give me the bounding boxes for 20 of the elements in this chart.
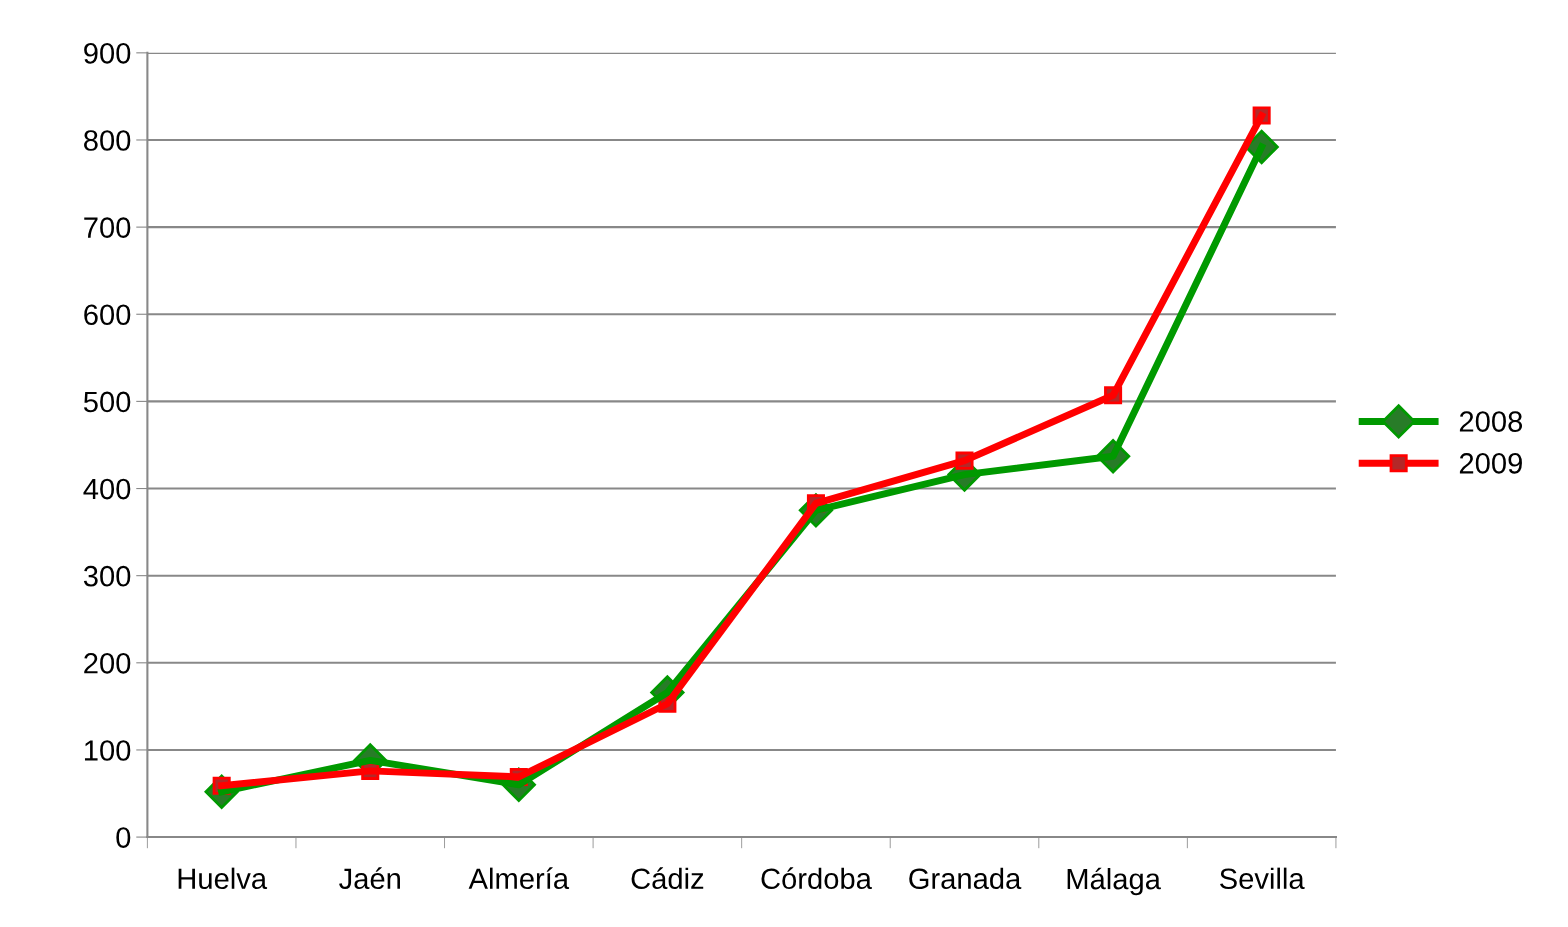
y-tick-label: 800 [84, 130, 131, 151]
x-tick-label: Málaga [1067, 867, 1161, 896]
y-tick-label: 400 [83, 478, 131, 500]
x-tick-label: Sevilla [1220, 867, 1305, 890]
y-tick-label: 100 [84, 740, 131, 761]
x-tick-label: Almería [468, 867, 570, 890]
y-tick-label: 500 [83, 391, 131, 413]
legend-label: 2009 [1459, 453, 1522, 474]
legend-label: 2008 [1459, 411, 1523, 432]
x-tick-label: Córdoba [761, 867, 872, 890]
x-tick-label: Huelva [178, 867, 268, 890]
y-tick-label: 200 [84, 653, 131, 674]
y-tick-label: 600 [84, 304, 131, 326]
y-tick-label: 900 [84, 43, 131, 64]
x-tick-label: Cádiz [631, 867, 704, 890]
x-tick-label: Jaén [339, 867, 400, 890]
x-tick-label: Granada [909, 867, 1022, 890]
y-tick-label: 300 [83, 565, 131, 587]
y-tick-label: 700 [84, 217, 131, 238]
y-tick-label: 0 [116, 827, 131, 848]
